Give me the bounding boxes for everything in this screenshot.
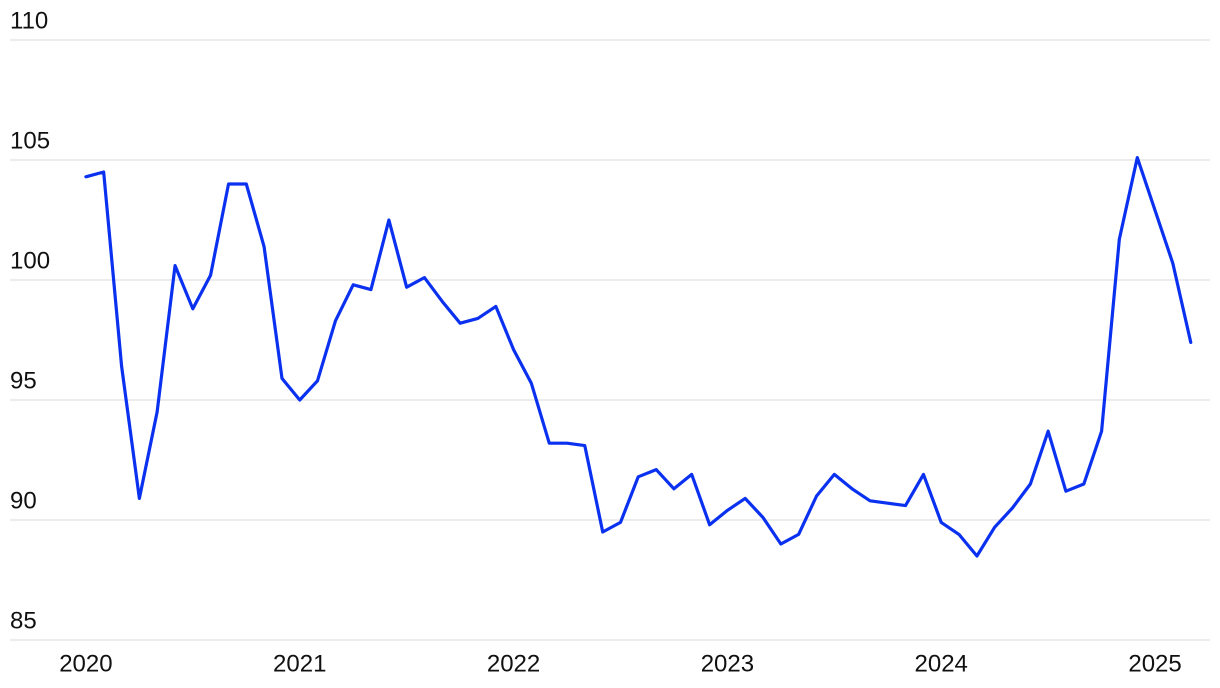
y-tick-label: 105 xyxy=(10,127,50,154)
y-tick-label: 85 xyxy=(10,607,37,634)
x-tick-label: 2022 xyxy=(487,650,540,677)
x-tick-label: 2021 xyxy=(273,650,326,677)
x-tick-label: 2020 xyxy=(59,650,112,677)
y-tick-label: 90 xyxy=(10,487,37,514)
data-line xyxy=(84,156,1193,558)
y-tick-label: 95 xyxy=(10,367,37,394)
x-tick-label: 2025 xyxy=(1128,650,1181,677)
y-tick-label: 110 xyxy=(10,7,48,34)
y-tick-label: 100 xyxy=(10,247,50,274)
x-tick-label: 2024 xyxy=(915,650,968,677)
x-tick-label: 2023 xyxy=(701,650,754,677)
